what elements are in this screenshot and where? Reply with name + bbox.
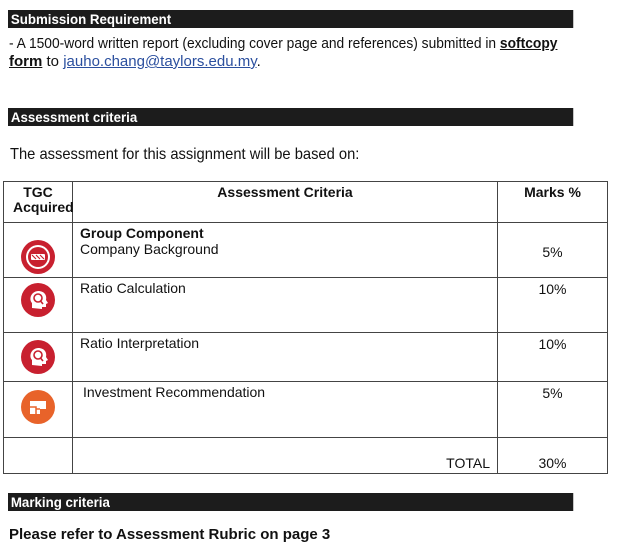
tgc-cell (3, 381, 73, 438)
table-row: Ratio Interpretation 10% (3, 332, 608, 382)
table-row: Ratio Calculation 10% (3, 277, 608, 333)
criteria-ratio-calculation: Ratio Calculation (80, 280, 186, 296)
puzzle-blocks-icon (21, 390, 55, 424)
table-total-row: TOTAL 30% (3, 437, 608, 474)
softcopy-emphasis: softcopy (499, 35, 558, 52)
section-title: Submission Requirement (10, 11, 172, 27)
section-header-submission: Submission Requirement (8, 10, 574, 28)
header-marks: Marks % (497, 181, 608, 223)
table-row: Investment Recommendation 5% (3, 381, 608, 438)
table-row: Group Component Company Background 5% (3, 222, 608, 278)
marks-cell: 10% (497, 332, 608, 382)
section-title: Assessment criteria (10, 109, 138, 125)
handshake-badge-icon (21, 240, 55, 274)
header-tgc: TGC Acquired (3, 181, 74, 223)
criteria-cell: Investment Recommendation (72, 381, 498, 438)
table-header-row: TGC Acquired Assessment Criteria Marks % (3, 181, 608, 223)
submission-text-line1: - A 1500-word written report (excluding … (9, 35, 558, 52)
criteria-cell: Group Component Company Background (72, 222, 498, 278)
criteria-company-background: Company Background (80, 241, 219, 257)
marks-cell: 5% (497, 222, 608, 278)
criteria-investment-recommendation: Investment Recommendation (83, 384, 266, 400)
assessment-table: TGC Acquired Assessment Criteria Marks %… (3, 181, 608, 474)
head-search-icon (21, 283, 55, 317)
tgc-cell (3, 332, 73, 382)
assessment-intro: The assessment for this assignment will … (10, 146, 360, 163)
total-label-cell: TOTAL (72, 437, 498, 474)
section-header-assessment: Assessment criteria (8, 108, 574, 126)
header-criteria: Assessment Criteria (72, 181, 498, 223)
head-search-icon (21, 340, 55, 374)
tgc-cell (3, 222, 73, 278)
marks-cell: 10% (497, 277, 608, 333)
tgc-cell-empty (3, 437, 73, 474)
cut-off-text: Please refer to Assessment Rubric on pag… (9, 526, 331, 543)
group-component-label: Group Component (80, 225, 204, 241)
section-title: Marking criteria (10, 494, 110, 510)
email-link[interactable]: jauho.chang@taylors.edu.my (63, 53, 257, 70)
criteria-ratio-interpretation: Ratio Interpretation (80, 335, 200, 351)
marks-cell: 5% (497, 381, 608, 438)
submission-text-line2: form to jauho.chang@taylors.edu.my. (9, 53, 261, 70)
total-label: TOTAL (446, 455, 490, 471)
criteria-cell: Ratio Interpretation (72, 332, 498, 382)
form-emphasis: form (9, 53, 43, 70)
total-marks: 30% (497, 437, 608, 474)
criteria-cell: Ratio Calculation (72, 277, 498, 333)
section-header-marking: Marking criteria (8, 493, 574, 511)
tgc-cell (3, 277, 73, 333)
